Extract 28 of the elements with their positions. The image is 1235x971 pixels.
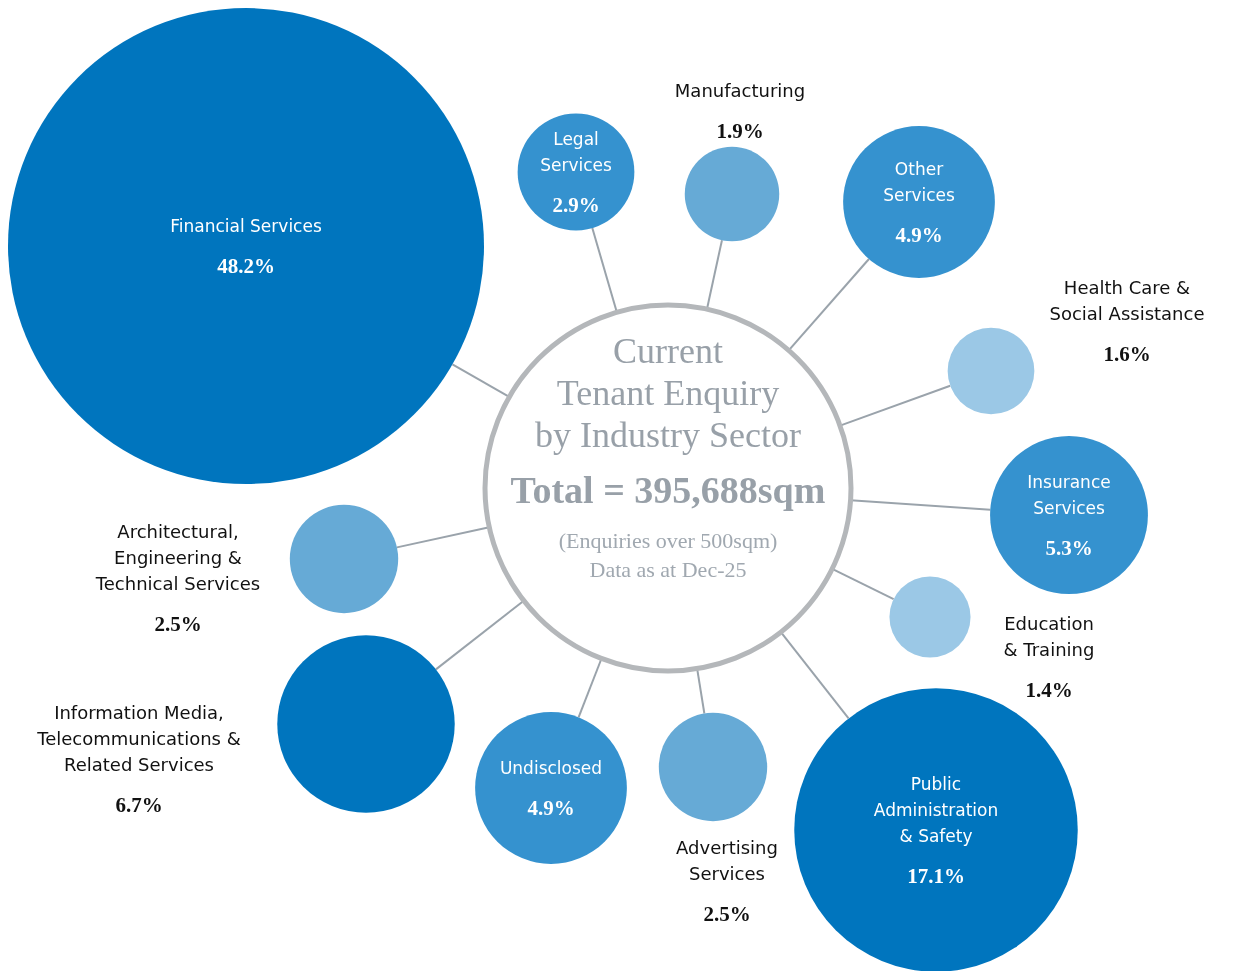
text: Data as at Dec-25 [589,556,747,582]
category-label: Legal Services [540,128,612,175]
category-label: Other Services [883,158,955,205]
category-label: Information Media, Telecommunications & Related Services [36,702,241,776]
text: Current Tenant Enquiry by Industry Sector [535,330,801,455]
category-label: Architectural, Engineering & Technical Services [94,521,261,595]
category-label: Manufacturing [674,80,806,102]
data-label: 1.9% [716,119,764,144]
text: (Enquiries over 500sqm) [558,527,778,553]
category-label: Advertising Services [676,837,778,885]
text: Total = 395,688sqm [510,469,826,512]
data-label: 17.1% [907,864,965,889]
data-label: 2.5% [154,612,202,637]
category-label: Public Administration & Safety [873,773,999,846]
category-label: Education & Training [1003,613,1095,661]
data-label: 5.3% [1045,536,1093,561]
data-label: 4.9% [895,223,943,248]
data-label: 2.5% [703,902,751,927]
data-label: 1.6% [1103,342,1151,367]
data-label: 1.4% [1025,678,1073,703]
data-label: 6.7% [115,793,163,818]
category-label: Health Care & Social Assistance [1049,277,1205,325]
data-label: 4.9% [527,796,575,821]
category-label: Undisclosed [499,757,603,778]
category-label: Financial Services [170,215,322,236]
data-label: 2.9% [552,193,600,218]
data-label: 48.2% [217,254,275,279]
category-label: Insurance Services [1027,471,1111,518]
